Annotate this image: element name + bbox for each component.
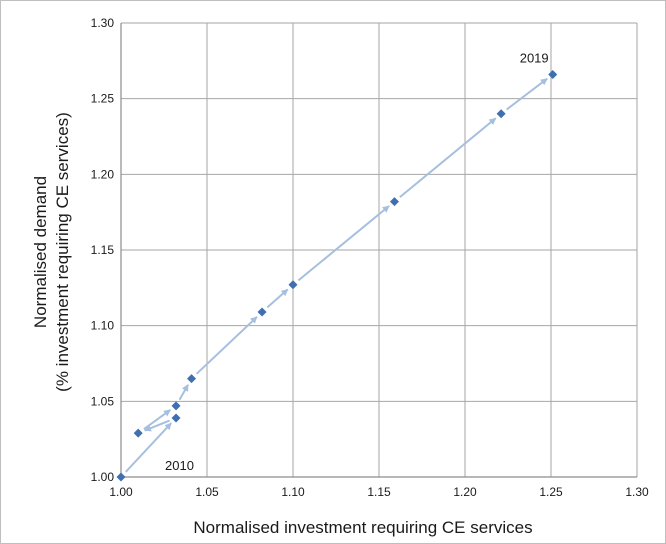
- trajectory-arrow: [297, 205, 390, 282]
- data-point-2019: [548, 69, 558, 79]
- trajectory-arrow: [125, 422, 172, 473]
- trajectory-arrow: [399, 117, 497, 198]
- trajectory-arrow: [178, 384, 189, 401]
- data-point-2011: [171, 413, 181, 423]
- data-point-2014: [187, 374, 197, 384]
- y-tick-label: 1.30: [91, 16, 115, 30]
- data-point-2015: [257, 307, 267, 317]
- trajectory-arrow: [506, 77, 548, 111]
- trajectory-arrow: [144, 419, 170, 432]
- annotation-2019: 2019: [520, 50, 549, 65]
- labels: Normalised investment requiring CE servi…: [31, 112, 533, 537]
- trajectory-arrow: [143, 409, 171, 430]
- annotation-2010: 2010: [165, 458, 194, 473]
- data-point-2013: [171, 401, 181, 411]
- y-tick-label: 1.15: [91, 243, 115, 257]
- x-tick-label: 1.20: [453, 485, 477, 499]
- axes: 1.00 1.05 1.10 1.15 1.20 1.25 1.30 1.00 1.05 1.10…: [91, 16, 649, 499]
- grid: [121, 22, 638, 477]
- data-point-2010: [116, 472, 126, 482]
- trajectory-arrows: [125, 77, 548, 473]
- annotations: 2010 2019: [165, 50, 549, 473]
- x-tick-label: 1.25: [539, 485, 563, 499]
- y-tick-label: 1.00: [91, 470, 115, 484]
- x-tick-label: 1.05: [195, 485, 219, 499]
- data-point-2016: [288, 280, 298, 290]
- y-tick-label: 1.25: [91, 92, 115, 106]
- y-axis-label: Normalised demand (% investment requirin…: [31, 112, 72, 392]
- data-point-2012: [133, 428, 143, 438]
- x-tick-label: 1.10: [281, 485, 305, 499]
- x-tick-label: 1.15: [367, 485, 391, 499]
- x-tick-label: 1.00: [109, 485, 133, 499]
- data-point-2017: [389, 197, 399, 207]
- y-tick-label: 1.20: [91, 167, 115, 181]
- x-axis-label: Normalised investment requiring CE servi…: [193, 518, 532, 537]
- y-axis-label-line-2: (% investment requiring CE services): [53, 112, 72, 392]
- data-point-2018: [496, 109, 506, 119]
- x-tick-label: 1.30: [625, 485, 649, 499]
- trajectory-arrow: [195, 316, 258, 375]
- trajectory-arrow: [266, 288, 289, 309]
- data-points: [116, 69, 558, 482]
- y-tick-label: 1.10: [91, 319, 115, 333]
- y-tick-label: 1.05: [91, 394, 115, 408]
- y-axis-label-line-1: Normalised demand: [31, 176, 50, 328]
